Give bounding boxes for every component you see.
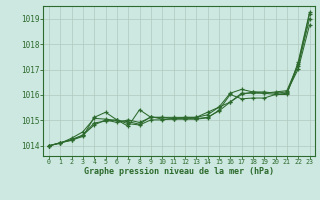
X-axis label: Graphe pression niveau de la mer (hPa): Graphe pression niveau de la mer (hPa) xyxy=(84,167,274,176)
